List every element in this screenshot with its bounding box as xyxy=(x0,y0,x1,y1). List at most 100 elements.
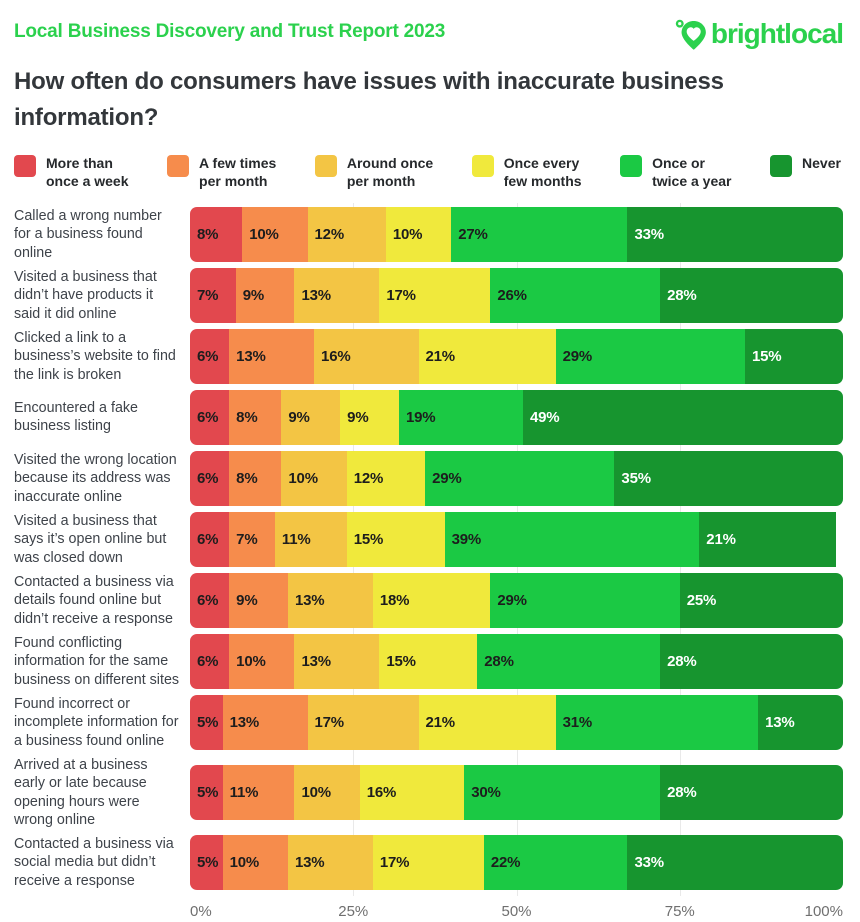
segment-value: 5% xyxy=(197,713,219,731)
chart-row: Arrived at a business early or late beca… xyxy=(14,756,843,829)
segment-value: 33% xyxy=(634,854,664,872)
segment-value: 11% xyxy=(281,530,311,548)
segment-value: 12% xyxy=(353,469,384,487)
segment-value: 13% xyxy=(236,347,266,365)
bar-segment: 30% xyxy=(464,765,661,821)
stacked-bar: 5% 10% 13% 17% 22% 33% xyxy=(190,835,843,891)
legend-swatch xyxy=(471,155,494,177)
segment-value: 19% xyxy=(405,408,436,426)
bar-segment: 12% xyxy=(346,450,426,506)
legend-label: Never xyxy=(802,155,841,171)
bar-segment: 10% xyxy=(385,206,452,262)
x-axis: 0% 25% 50% 75% 100% xyxy=(190,896,843,922)
bar-segment: 6% xyxy=(190,389,230,445)
logo-wordmark: brightlocal xyxy=(710,18,844,49)
segment-value: 13% xyxy=(294,854,325,872)
segment-value: 31% xyxy=(562,713,593,731)
segment-value: 16% xyxy=(321,347,351,365)
bar-segment: 13% xyxy=(758,694,843,750)
stacked-bar: 8% 10% 12% 10% 27% 33% xyxy=(190,206,843,262)
bar-segment: 29% xyxy=(425,450,615,506)
segment-value: 9% xyxy=(236,591,258,609)
row-label: Arrived at a business early or late beca… xyxy=(14,756,148,828)
chart-rows: Called a wrong number for a business fou… xyxy=(14,206,843,891)
bar-segment: 49% xyxy=(523,389,843,445)
segment-value: 33% xyxy=(634,225,664,243)
segment-value: 21% xyxy=(425,347,456,365)
segment-value: 8% xyxy=(236,408,258,426)
bar-segment: 13% xyxy=(287,572,373,628)
legend-item-4: Once every few months xyxy=(471,154,582,191)
chart-row: Contacted a business via details found o… xyxy=(14,572,843,628)
bar-segment: 12% xyxy=(307,206,386,262)
bar-segment: 10% xyxy=(222,835,288,891)
bar-segment: 9% xyxy=(340,389,399,445)
segment-value: 28% xyxy=(667,286,697,304)
segment-value: 18% xyxy=(379,591,410,609)
bar-segment: 21% xyxy=(418,694,556,750)
chart-row: Visited the wrong location because its a… xyxy=(14,450,843,506)
bar-segment: 21% xyxy=(418,328,556,384)
stacked-bar: 6% 9% 13% 18% 29% 25% xyxy=(190,572,843,628)
chart-legend: More than once a week A few times per mon… xyxy=(14,154,843,191)
segment-value: 12% xyxy=(314,225,345,243)
chart-row: Called a wrong number for a business fou… xyxy=(14,206,843,262)
stacked-bar: 5% 11% 10% 16% 30% 28% xyxy=(190,765,843,821)
segment-value: 6% xyxy=(197,408,219,426)
stacked-bar-chart: Called a wrong number for a business fou… xyxy=(14,202,843,922)
row-label: Contacted a business via details found o… xyxy=(14,573,174,627)
segment-value: 35% xyxy=(621,469,651,487)
bar-segment: 21% xyxy=(699,511,837,567)
row-label: Visited the wrong location because its a… xyxy=(14,451,177,505)
legend-item-3: Around once per month xyxy=(314,154,434,191)
segment-value: 5% xyxy=(197,854,219,872)
stacked-bar: 6% 7% 11% 15% 39% 21% xyxy=(190,511,843,567)
bar-segment: 19% xyxy=(398,389,523,445)
row-label: Visited a business that says it’s open o… xyxy=(14,512,167,566)
segment-value: 28% xyxy=(484,652,514,670)
segment-value: 27% xyxy=(458,225,488,243)
axis-tick-label-0: 0% xyxy=(190,903,212,921)
legend-label: More than once a week xyxy=(46,155,129,190)
segment-value: 9% xyxy=(242,286,264,304)
segment-value: 6% xyxy=(197,469,219,487)
segment-value: 9% xyxy=(288,408,310,426)
legend-swatch xyxy=(770,155,793,177)
chart-row: Visited a business that didn’t have prod… xyxy=(14,267,843,323)
segment-value: 10% xyxy=(288,469,318,487)
segment-value: 29% xyxy=(562,347,593,365)
row-label: Called a wrong number for a business fou… xyxy=(14,207,162,261)
bar-segment: 15% xyxy=(379,633,478,689)
bar-segment: 33% xyxy=(627,206,843,262)
bar-segment: 27% xyxy=(451,206,628,262)
row-label: Found conflicting information for the sa… xyxy=(14,634,180,688)
bar-segment: 7% xyxy=(190,267,236,323)
bar-segment: 13% xyxy=(287,835,373,891)
bar-segment: 28% xyxy=(660,633,843,689)
bar-segment: 13% xyxy=(229,328,315,384)
axis-tick-label-75: 75% xyxy=(664,903,695,921)
bar-segment: 17% xyxy=(307,694,419,750)
axis-tick-label-100: 100% xyxy=(804,903,843,921)
segment-value: 17% xyxy=(386,286,416,304)
bar-segment: 39% xyxy=(444,511,700,567)
row-label: Found incorrect or incomplete informatio… xyxy=(14,695,179,749)
bar-segment: 6% xyxy=(190,328,230,384)
segment-value: 17% xyxy=(379,854,410,872)
bar-segment: 6% xyxy=(190,633,230,689)
segment-value: 49% xyxy=(530,408,560,426)
bar-segment: 25% xyxy=(679,572,843,628)
bar-segment: 13% xyxy=(294,267,380,323)
segment-value: 6% xyxy=(197,652,219,670)
segment-value: 6% xyxy=(197,347,219,365)
legend-label: Around once per month xyxy=(346,155,434,190)
bar-segment: 29% xyxy=(490,572,680,628)
segment-value: 21% xyxy=(706,530,736,548)
bar-segment: 10% xyxy=(229,633,295,689)
legend-swatch xyxy=(14,155,36,177)
bar-segment: 9% xyxy=(281,389,341,445)
segment-value: 21% xyxy=(425,713,456,731)
legend-item-6: Never xyxy=(770,154,841,191)
chart-row: Visited a business that says it’s open o… xyxy=(14,511,843,567)
axis-tick-label-25: 25% xyxy=(338,903,369,921)
